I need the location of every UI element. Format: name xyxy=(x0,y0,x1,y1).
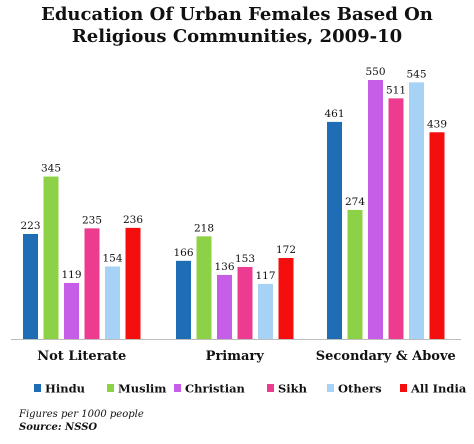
chart-title: Education Of Urban Females Based On Reli… xyxy=(0,4,474,48)
bar-hindu-2 xyxy=(327,121,342,339)
data-label-others-2: 545 xyxy=(406,68,426,80)
data-label-others-1: 117 xyxy=(255,270,275,282)
bar-sikh-0 xyxy=(84,228,100,339)
legend-swatch-others xyxy=(327,384,334,392)
chart-title-line-1: Education Of Urban Females Based On xyxy=(41,4,433,25)
chart-title-line-2: Religious Communities, 2009-10 xyxy=(71,26,403,47)
bar-muslim-1 xyxy=(196,236,212,339)
legend-label-sikh: Sikh xyxy=(278,382,308,396)
bar-all-india-2 xyxy=(429,132,445,339)
data-label-hindu-2: 461 xyxy=(324,108,344,120)
bar-hindu-1 xyxy=(176,260,191,339)
legend-swatch-sikh xyxy=(267,384,274,392)
data-label-all-india-1: 172 xyxy=(276,244,296,256)
category-label-1: Primary xyxy=(206,349,265,364)
data-label-christian-1: 136 xyxy=(214,261,234,273)
data-label-all-india-2: 439 xyxy=(427,118,447,130)
bar-sikh-1 xyxy=(237,266,253,339)
legend-swatch-hindu xyxy=(34,384,41,392)
legend-label-muslim: Muslim xyxy=(118,382,166,396)
footnote: Figures per 1000 people xyxy=(19,409,144,420)
data-label-others-0: 154 xyxy=(102,252,122,264)
bar-others-1 xyxy=(258,283,273,339)
data-label-all-india-0: 236 xyxy=(123,214,143,226)
data-label-muslim-1: 218 xyxy=(194,222,214,234)
bar-christian-2 xyxy=(368,80,383,339)
bar-sikh-2 xyxy=(388,98,404,340)
data-label-sikh-1: 153 xyxy=(235,253,255,265)
bar-others-2 xyxy=(409,82,424,339)
legend-label-all-india: All India xyxy=(410,382,467,396)
legend-label-hindu: Hindu xyxy=(45,382,85,396)
data-label-muslim-0: 345 xyxy=(41,163,61,175)
data-label-christian-2: 550 xyxy=(365,66,385,78)
bar-hindu-0 xyxy=(23,233,38,339)
legend-swatch-all-india xyxy=(400,384,407,392)
bar-all-india-0 xyxy=(125,227,141,339)
data-label-hindu-0: 223 xyxy=(20,220,40,232)
bar-christian-0 xyxy=(64,282,79,339)
source-note: Source: NSSO xyxy=(19,422,98,433)
data-label-sikh-0: 235 xyxy=(82,214,102,226)
data-label-christian-0: 119 xyxy=(61,269,81,281)
bar-others-0 xyxy=(105,266,120,339)
data-label-muslim-2: 274 xyxy=(345,196,365,208)
bar-muslim-2 xyxy=(347,209,363,339)
data-label-sikh-2: 511 xyxy=(386,84,406,96)
bar-all-india-1 xyxy=(278,258,294,339)
category-label-0: Not Literate xyxy=(37,349,126,364)
data-label-hindu-1: 166 xyxy=(173,247,193,259)
category-label-2: Secondary & Above xyxy=(316,349,456,364)
legend-label-christian: Christian xyxy=(185,382,246,396)
legend-swatch-muslim xyxy=(107,384,114,392)
legend-swatch-christian xyxy=(174,384,181,392)
bar-christian-1 xyxy=(217,274,232,339)
legend-label-others: Others xyxy=(338,382,382,396)
bar-muslim-0 xyxy=(43,176,59,339)
